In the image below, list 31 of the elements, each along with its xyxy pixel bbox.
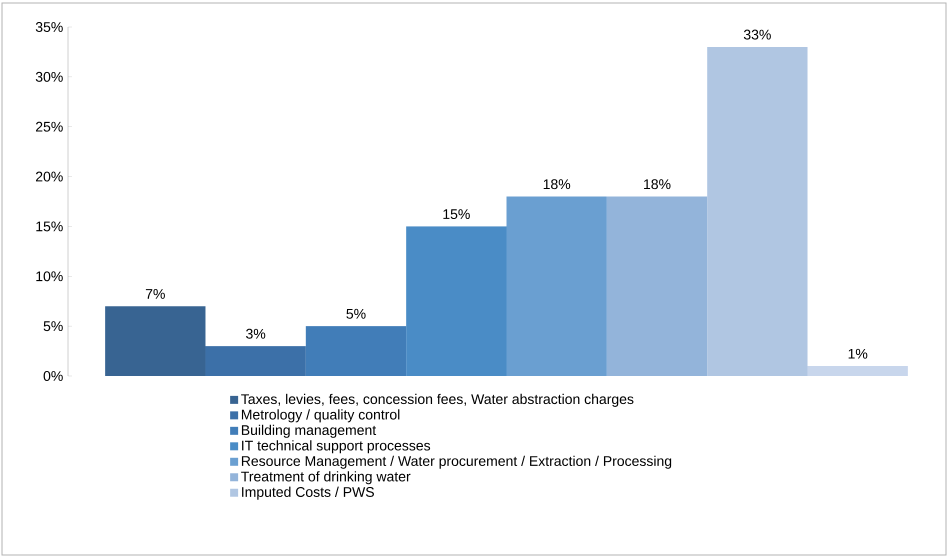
legend-label: Treatment of drinking water [241, 471, 410, 484]
data-label: 3% [246, 328, 266, 339]
bar [105, 306, 206, 376]
legend-label: IT technical support processes [242, 440, 430, 454]
y-tick-label: 25% [36, 122, 63, 132]
data-label: 7% [146, 289, 165, 299]
legend-label: Metrology / quality control [242, 409, 400, 422]
bar [406, 226, 507, 376]
bar [506, 196, 607, 376]
legend-label: Imputed Costs / PWS [242, 486, 374, 500]
y-tick-label: 20% [36, 172, 63, 182]
y-tick-label: 15% [36, 222, 63, 232]
bar [606, 196, 708, 376]
bar [306, 326, 406, 376]
data-label: 33% [744, 30, 771, 40]
legend-label: Taxes, levies, fees, concession fees, Water abstraction charges [241, 394, 634, 407]
y-tick-label: 0% [44, 371, 63, 381]
bar [707, 46, 808, 376]
y-tick-label: 10% [36, 271, 63, 282]
legend-label: Building management [242, 424, 376, 438]
data-label: 1% [848, 348, 868, 359]
bar [205, 346, 306, 376]
data-label: 15% [443, 209, 470, 220]
data-label: 5% [346, 308, 366, 319]
data-label: 18% [644, 179, 671, 190]
y-tick-label: 5% [44, 321, 63, 332]
data-label: 18% [544, 179, 570, 190]
bar [808, 366, 908, 376]
y-tick-label: 35% [36, 22, 63, 32]
legend-label: Resource Management / Water procurement / Extraction / Processing [242, 456, 672, 469]
y-tick-label: 30% [36, 72, 63, 82]
